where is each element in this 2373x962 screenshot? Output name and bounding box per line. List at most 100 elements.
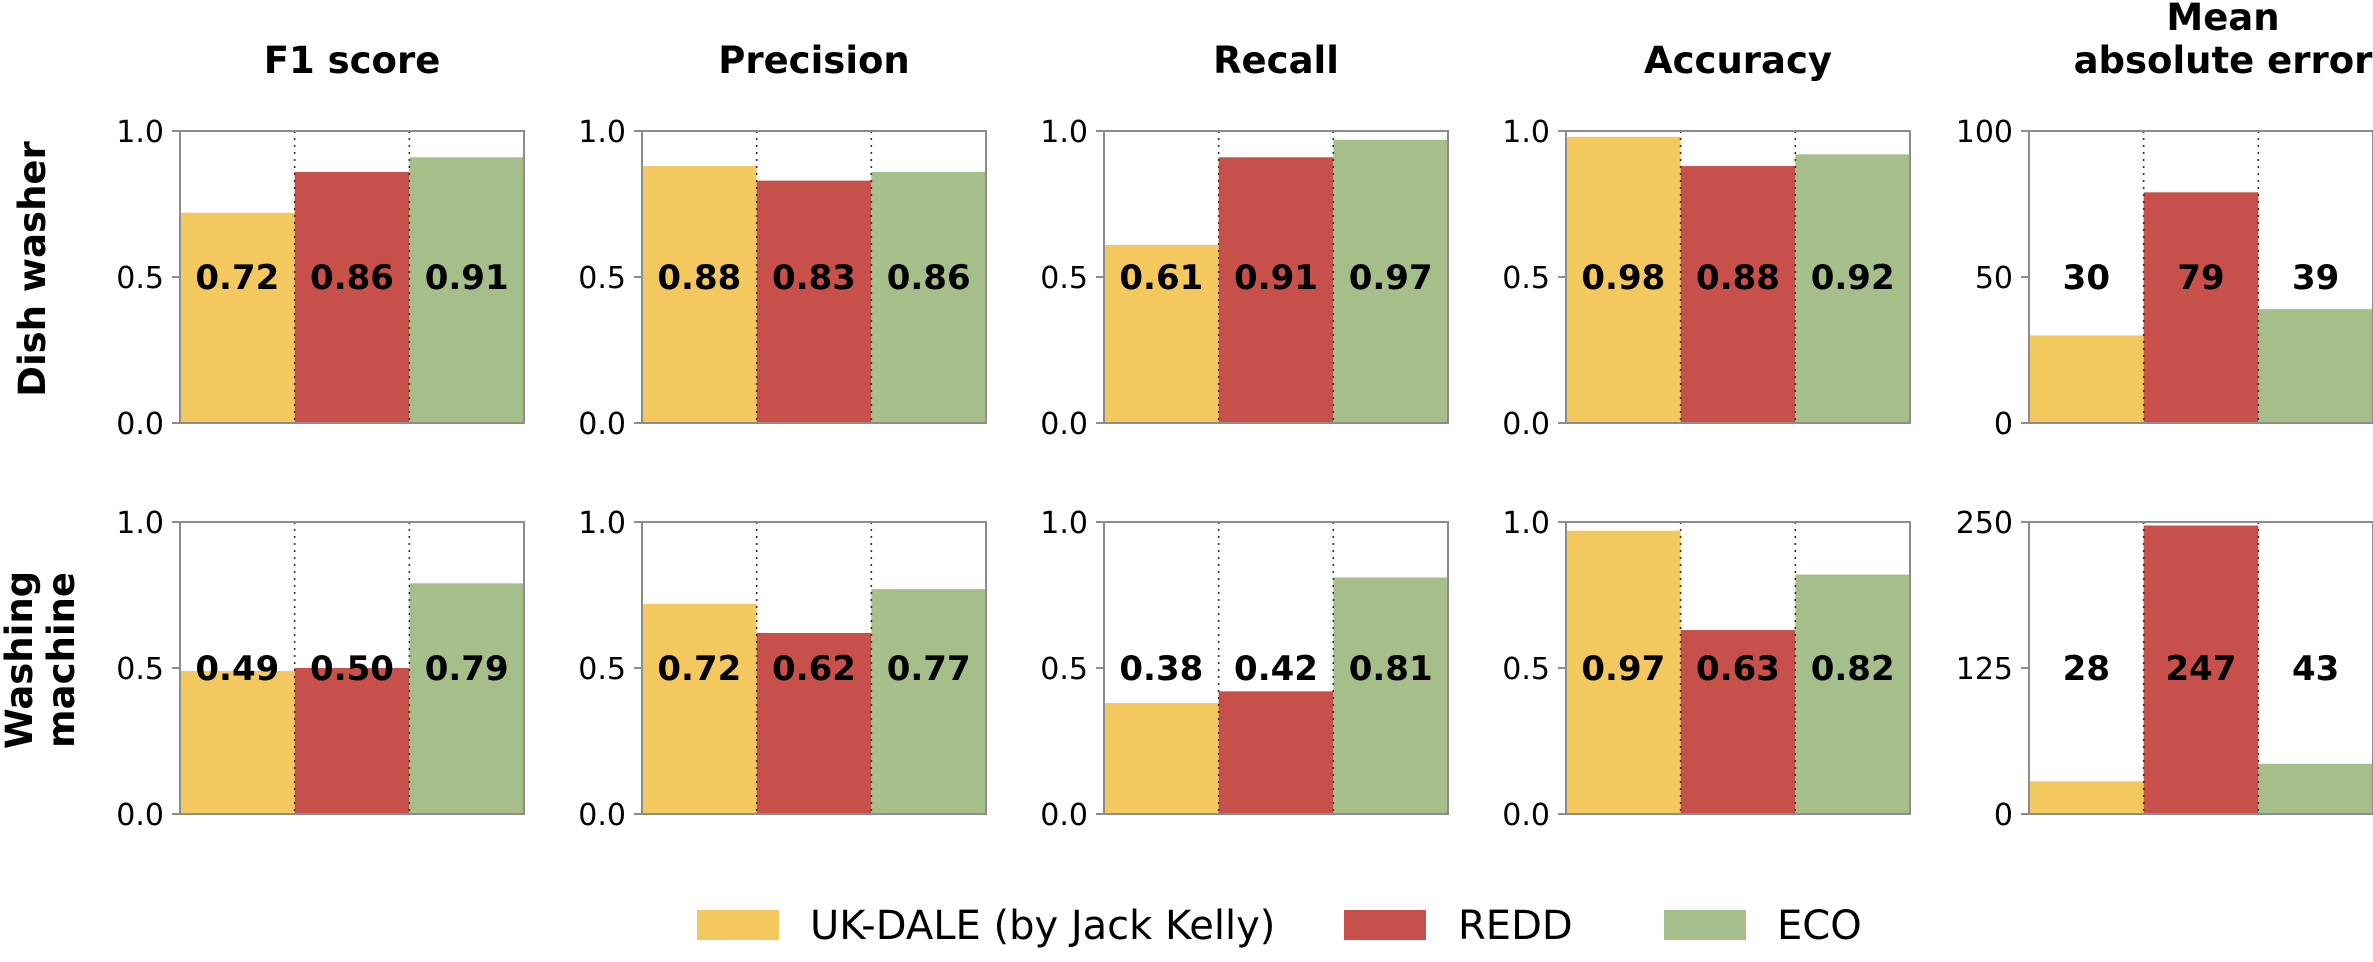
data-label-redd: 0.83	[772, 258, 856, 298]
bar-uk-dale-by-jack-kelly	[1104, 244, 1219, 423]
panel-washing-machine-accuracy: 0.0 0.5 1.0 0.97 0.63 0.82	[1502, 506, 1911, 833]
bar-eco	[871, 589, 986, 814]
bar-redd	[294, 171, 410, 423]
y-tick-label: 0.5	[1040, 261, 1088, 296]
data-label-eco: 43	[2292, 649, 2339, 689]
y-tick-label: 1.0	[116, 115, 164, 150]
y-tick-label: 0.0	[116, 798, 164, 833]
column-title-recall: Recall	[1213, 39, 1339, 82]
panel-dish-washer-f1-score: 0.0 0.5 1.0 0.72 0.86 0.91	[116, 115, 525, 442]
y-tick-label: 0.5	[116, 261, 164, 296]
panel-dish-washer-mean-absolute-error: 0 50 100 30 79 39	[1956, 115, 2373, 442]
legend-label: UK-DALE (by Jack Kelly)	[810, 903, 1275, 949]
row-titles: Dish washer Washing machine	[0, 141, 83, 750]
bar-redd	[2143, 525, 2259, 814]
bar-uk-dale-by-jack-kelly	[642, 166, 757, 424]
bar-eco	[1795, 154, 1910, 424]
bar-uk-dale-by-jack-kelly	[180, 670, 295, 814]
data-label-redd: 0.62	[772, 649, 856, 689]
bar-eco	[1333, 577, 1448, 814]
legend-swatch	[1344, 910, 1426, 940]
data-label-redd: 247	[2166, 649, 2237, 689]
data-label-eco: 0.81	[1349, 649, 1433, 689]
legend-swatch	[1664, 910, 1746, 940]
bar-uk-dale-by-jack-kelly	[1104, 703, 1219, 814]
bar-uk-dale-by-jack-kelly	[2029, 781, 2144, 814]
column-title-accuracy: Accuracy	[1644, 39, 1832, 82]
data-label-uk-dale-by-jack-kelly: 0.72	[195, 258, 279, 298]
y-tick-label: 0.5	[1502, 261, 1550, 296]
bar-eco	[2258, 763, 2373, 814]
legend-item-uk-dale-by-jack-kelly: UK-DALE (by Jack Kelly)	[697, 903, 1275, 949]
bar-uk-dale-by-jack-kelly	[642, 603, 757, 814]
y-tick-label: 1.0	[1040, 115, 1088, 150]
bar-redd	[1680, 166, 1796, 424]
bar-eco	[409, 583, 524, 814]
column-title-f1-score: F1 score	[264, 39, 441, 82]
bar-uk-dale-by-jack-kelly	[2029, 335, 2144, 423]
panel-grid: 0.00.51.00.72 0.86 0.910.00.51.00.88 0.83 0.…	[116, 115, 2373, 833]
legend-label: REDD	[1458, 903, 1573, 949]
panel-washing-machine-mean-absolute-error: 0 125 250 28 247 43	[1956, 506, 2373, 833]
legend-swatch	[697, 910, 779, 940]
y-tick-label: 0.0	[116, 407, 164, 442]
bar-redd	[1218, 691, 1334, 814]
data-label-eco: 0.91	[425, 258, 509, 298]
bar-redd	[1218, 157, 1334, 423]
data-label-eco: 0.79	[425, 649, 509, 689]
bar-eco	[871, 171, 986, 423]
bar-uk-dale-by-jack-kelly	[180, 212, 295, 423]
bar-eco	[1333, 139, 1448, 423]
y-tick-label: 1.0	[578, 115, 626, 150]
legend-item-eco: ECO	[1664, 903, 1862, 949]
data-label-uk-dale-by-jack-kelly: 0.49	[195, 649, 279, 689]
bar-redd	[756, 632, 872, 814]
bar-eco	[2258, 309, 2373, 423]
y-tick-label: 0.5	[578, 652, 626, 687]
bar-redd	[756, 180, 872, 423]
y-tick-label: 50	[1975, 261, 2013, 296]
data-label-eco: 0.86	[887, 258, 971, 298]
data-label-uk-dale-by-jack-kelly: 0.38	[1119, 649, 1203, 689]
y-tick-label: 250	[1956, 506, 2013, 541]
data-label-uk-dale-by-jack-kelly: 0.72	[657, 649, 741, 689]
column-title-mean-absolute-error-line-2: absolute error	[2074, 39, 2373, 82]
data-label-redd: 0.86	[310, 258, 394, 298]
bar-eco	[409, 157, 524, 423]
data-label-uk-dale-by-jack-kelly: 0.61	[1119, 258, 1203, 298]
data-label-redd: 0.91	[1234, 258, 1318, 298]
bar-redd	[294, 668, 410, 814]
row-title-dish-washer: Dish washer	[11, 141, 54, 397]
data-label-redd: 0.42	[1234, 649, 1318, 689]
row-title-washing-machine-line-2: machine	[40, 572, 83, 748]
data-label-eco: 39	[2292, 258, 2339, 298]
y-tick-label: 0	[1994, 407, 2013, 442]
data-label-redd: 0.50	[310, 649, 394, 689]
data-label-uk-dale-by-jack-kelly: 0.97	[1581, 649, 1665, 689]
y-tick-label: 1.0	[1040, 506, 1088, 541]
row-title-washing-machine-line-1: Washing	[0, 571, 41, 749]
y-tick-label: 0.5	[578, 261, 626, 296]
y-tick-label: 1.0	[1502, 115, 1550, 150]
data-label-eco: 0.77	[887, 649, 971, 689]
panel-dish-washer-precision: 0.0 0.5 1.0 0.88 0.83 0.86	[578, 115, 987, 442]
y-tick-label: 0.0	[578, 798, 626, 833]
y-tick-label: 0.0	[1502, 798, 1550, 833]
bar-redd	[2143, 192, 2259, 423]
y-tick-label: 0	[1994, 798, 2013, 833]
panel-washing-machine-f1-score: 0.0 0.5 1.0 0.49 0.50 0.79	[116, 506, 525, 833]
data-label-eco: 0.97	[1349, 258, 1433, 298]
data-label-uk-dale-by-jack-kelly: 28	[2063, 649, 2110, 689]
y-tick-label: 1.0	[578, 506, 626, 541]
data-label-uk-dale-by-jack-kelly: 30	[2063, 258, 2110, 298]
y-tick-label: 0.5	[1502, 652, 1550, 687]
panel-dish-washer-recall: 0.0 0.5 1.0 0.61 0.91 0.97	[1040, 115, 1449, 442]
legend: UK-DALE (by Jack Kelly) REDD ECO	[697, 903, 1862, 949]
column-title-mean-absolute-error-line-1: Mean	[2166, 0, 2279, 39]
y-tick-label: 1.0	[116, 506, 164, 541]
panel-washing-machine-precision: 0.0 0.5 1.0 0.72 0.62 0.77	[578, 506, 987, 833]
bar-uk-dale-by-jack-kelly	[1566, 530, 1681, 814]
y-tick-label: 100	[1956, 115, 2013, 150]
y-tick-label: 125	[1956, 652, 2013, 687]
